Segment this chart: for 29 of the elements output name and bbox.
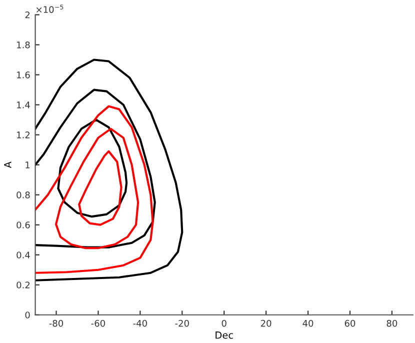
y-tick-label: 1 [26,162,30,168]
x-tick-label: 20 [260,320,272,327]
x-tick-label: 60 [344,320,356,327]
y-tick-label: 0.8 [16,192,30,198]
y-tick-label: 0 [25,312,30,318]
line-series [55,128,140,250]
x-tick-label: -60 [91,320,105,327]
line-series [57,118,128,218]
y-tick-label: 0.6 [16,222,30,228]
x-tick-label: -40 [133,320,147,327]
y-axis-title: A [4,162,12,168]
x-tick-label: -20 [175,320,189,327]
line-series [35,58,184,282]
x-axis-title: Dec [216,332,233,339]
y-tick-label: 2 [25,11,30,18]
line-series [35,105,154,274]
line-series [78,150,122,226]
y-tick-label: 1.8 [17,41,30,48]
x-tick-label: 80 [386,320,398,327]
y-tick-label: 0.4 [16,252,30,258]
y-tick-label: 1.2 [17,132,30,138]
y-tick-label: 0.2 [16,282,30,288]
x-tick-label: 0 [222,320,226,327]
y-tick-label: 1.4 [17,102,30,108]
x-tick-label: -80 [49,320,64,327]
y-tick-label: 1.6 [17,72,30,78]
text: ×10$^{−5}$ [36,4,64,13]
line-series [35,88,156,248]
x-tick-label: 40 [302,320,314,327]
